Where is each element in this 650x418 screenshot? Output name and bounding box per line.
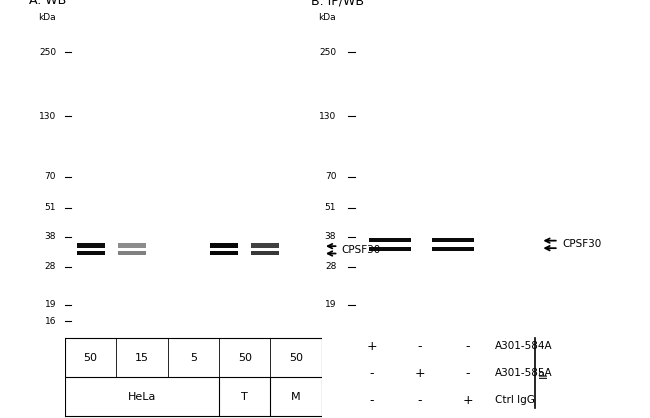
Text: T: T xyxy=(241,392,248,402)
Text: 5: 5 xyxy=(190,353,197,363)
Bar xyxy=(77,243,105,247)
Text: A. WB: A. WB xyxy=(29,0,66,7)
Text: IP: IP xyxy=(539,368,549,378)
Text: 38: 38 xyxy=(44,232,56,241)
Text: 250: 250 xyxy=(319,48,336,57)
Bar xyxy=(77,251,105,255)
Bar xyxy=(251,251,280,255)
Text: 70: 70 xyxy=(325,173,336,181)
Text: 50: 50 xyxy=(238,353,252,363)
Text: -: - xyxy=(465,340,470,353)
Text: 28: 28 xyxy=(45,262,56,271)
Bar xyxy=(118,243,146,247)
Bar xyxy=(432,238,474,242)
Text: Ctrl IgG: Ctrl IgG xyxy=(495,395,535,405)
Text: 130: 130 xyxy=(39,112,56,121)
Text: 51: 51 xyxy=(44,204,56,212)
Text: A301-584A: A301-584A xyxy=(495,341,553,351)
Text: 50: 50 xyxy=(84,353,98,363)
Text: CPSF30: CPSF30 xyxy=(341,245,380,255)
Bar xyxy=(369,238,411,242)
Text: CPSF30: CPSF30 xyxy=(562,240,602,250)
Bar xyxy=(251,243,280,247)
Text: -: - xyxy=(369,394,374,407)
Text: 15: 15 xyxy=(135,353,149,363)
Text: -: - xyxy=(417,340,422,353)
Text: kDa: kDa xyxy=(318,13,336,22)
Text: 130: 130 xyxy=(319,112,336,121)
Text: -: - xyxy=(465,367,470,380)
Text: 50: 50 xyxy=(289,353,303,363)
Text: 70: 70 xyxy=(44,173,56,181)
Text: +: + xyxy=(462,394,473,407)
Text: 250: 250 xyxy=(39,48,56,57)
Text: 19: 19 xyxy=(44,300,56,309)
Bar xyxy=(210,243,239,247)
Text: 16: 16 xyxy=(44,317,56,326)
Text: kDa: kDa xyxy=(38,13,56,22)
Text: -: - xyxy=(417,394,422,407)
Bar xyxy=(118,251,146,255)
Text: 28: 28 xyxy=(325,262,336,271)
Bar xyxy=(369,247,411,251)
Text: 19: 19 xyxy=(325,300,336,309)
Text: 38: 38 xyxy=(325,232,336,241)
Text: HeLa: HeLa xyxy=(128,392,156,402)
Bar xyxy=(432,247,474,251)
Text: 51: 51 xyxy=(325,204,336,212)
Text: M: M xyxy=(291,392,301,402)
Text: -: - xyxy=(369,367,374,380)
Text: +: + xyxy=(367,340,377,353)
Text: +: + xyxy=(414,367,425,380)
Bar xyxy=(210,251,239,255)
Text: B. IP/WB: B. IP/WB xyxy=(311,0,364,7)
Text: A301-585A: A301-585A xyxy=(495,368,553,378)
